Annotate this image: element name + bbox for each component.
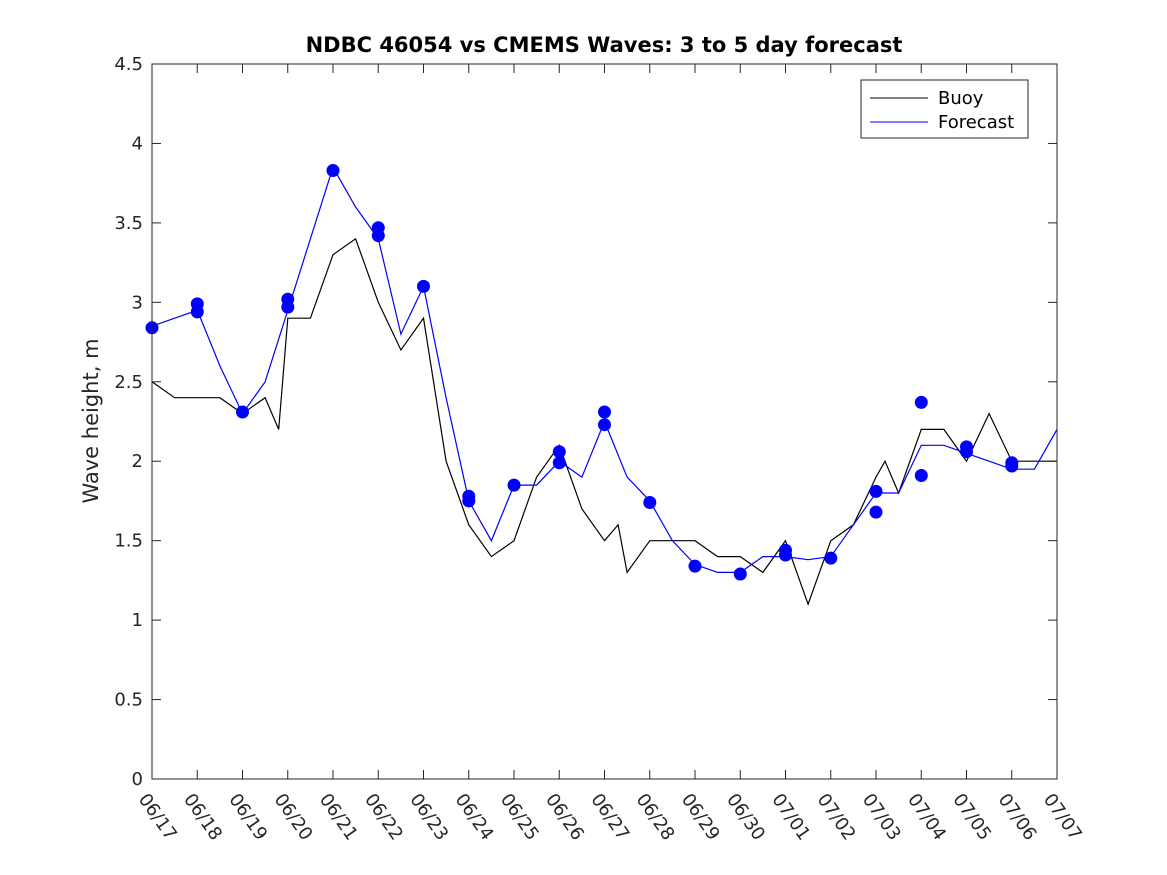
forecast-marker <box>779 548 792 562</box>
forecast-marker <box>598 405 611 419</box>
x-tick-label: 07/03 <box>858 790 905 845</box>
x-tick-label: 07/04 <box>903 790 950 845</box>
x-tick-label: 07/01 <box>767 790 814 845</box>
forecast-marker <box>326 164 340 177</box>
forecast-marker <box>552 445 566 459</box>
forecast-marker <box>598 418 611 432</box>
y-tick-label: 4.5 <box>114 54 143 75</box>
buoy-series-line <box>151 237 1057 606</box>
forecast-marker <box>507 478 521 492</box>
legend-forecast-label: Forecast <box>938 112 1014 133</box>
forecast-series-line <box>151 165 1058 574</box>
legend-buoy-label: Buoy <box>938 88 984 109</box>
chart-title: NDBC 46054 vs CMEMS Waves: 3 to 5 day fo… <box>306 33 903 57</box>
forecast-marker <box>643 496 657 509</box>
forecast-marker <box>733 567 747 581</box>
x-tick-label: 06/27 <box>586 790 633 845</box>
x-tick-label: 06/23 <box>405 790 452 845</box>
y-tick-label: 1.5 <box>114 531 143 552</box>
y-axis-label: Wave height, m <box>79 338 103 503</box>
forecast-marker <box>417 279 430 293</box>
x-tick-label: 07/05 <box>948 790 995 845</box>
y-axis-ticks: 0 0.5 1 1.5 2 2.5 3 3.5 4 4.5 <box>114 54 1057 790</box>
y-tick-label: 0.5 <box>114 690 143 711</box>
x-tick-label: 06/21 <box>315 790 362 845</box>
forecast-marker <box>371 229 385 243</box>
x-tick-label: 06/19 <box>224 790 271 845</box>
x-tick-label: 06/26 <box>541 790 588 845</box>
forecast-marker <box>824 551 838 565</box>
forecast-marker <box>914 395 928 409</box>
forecast-marker <box>914 469 928 482</box>
x-tick-label: 07/07 <box>1039 790 1086 845</box>
forecast-marker <box>688 559 702 573</box>
forecast-marker <box>960 445 973 459</box>
series-layer <box>151 165 1058 606</box>
forecast-marker <box>281 300 295 314</box>
marker-layer <box>145 164 1019 581</box>
legend: Buoy Forecast <box>860 79 1029 139</box>
y-tick-label: 1 <box>132 610 143 631</box>
x-tick-label: 06/20 <box>270 790 317 845</box>
y-tick-label: 4 <box>132 133 143 154</box>
forecast-marker <box>869 484 883 498</box>
legend-box <box>860 79 1029 139</box>
x-tick-label: 06/30 <box>722 790 769 845</box>
forecast-marker <box>190 305 204 319</box>
x-tick-label: 06/18 <box>179 790 226 845</box>
x-tick-label: 06/22 <box>360 790 407 845</box>
x-tick-label: 07/02 <box>813 790 860 845</box>
y-tick-label: 2.5 <box>114 372 143 393</box>
y-tick-label: 3 <box>132 292 143 313</box>
x-tick-label: 06/29 <box>677 790 724 845</box>
forecast-marker <box>236 405 249 419</box>
x-tick-label: 06/25 <box>496 790 543 845</box>
y-tick-label: 0 <box>132 769 143 790</box>
forecast-marker <box>1005 459 1019 473</box>
x-tick-label: 06/28 <box>632 790 679 845</box>
x-tick-label: 06/24 <box>451 790 498 845</box>
forecast-marker <box>869 505 883 519</box>
forecast-marker <box>552 456 566 470</box>
x-tick-label: 07/06 <box>994 790 1041 845</box>
forecast-marker <box>462 494 476 508</box>
y-tick-label: 2 <box>132 451 143 472</box>
x-axis-ticks: 06/1706/1806/1906/2006/2106/2206/2306/24… <box>134 64 1086 844</box>
y-tick-label: 3.5 <box>114 213 143 234</box>
plot-area <box>145 63 1058 780</box>
x-tick-label: 06/17 <box>134 790 181 845</box>
